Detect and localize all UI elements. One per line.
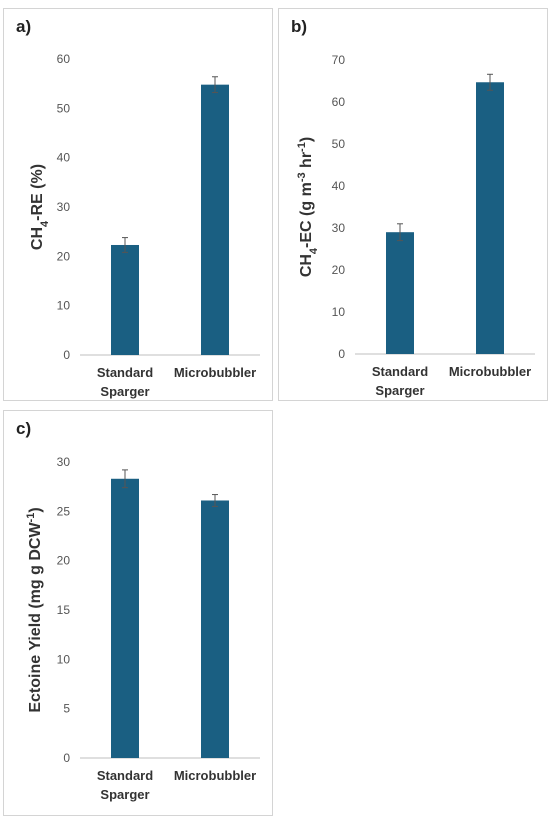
error-bar xyxy=(122,237,128,253)
y-tick-label: 10 xyxy=(57,652,71,666)
x-category-label: Sparger xyxy=(100,787,149,802)
y-axis-label: Ectoine Yield (mg g DCW-1) xyxy=(25,507,44,712)
x-category-label: Standard xyxy=(97,768,153,783)
bar-standard-sparger xyxy=(111,244,139,355)
y-axis-label: CH4-EC (g m-3 hr-1) xyxy=(296,137,320,277)
panel-label-b: b) xyxy=(291,17,308,36)
y-axis-label: CH4-RE (%) xyxy=(29,164,51,250)
y-tick-label: 40 xyxy=(332,179,346,193)
x-category-label: Microbubbler xyxy=(174,768,256,783)
panel-label-a: a) xyxy=(16,17,32,36)
x-category-label: Microbubbler xyxy=(174,365,256,380)
bar-standard-sparger xyxy=(111,478,139,758)
y-tick-label: 10 xyxy=(332,305,346,319)
y-tick-label: 0 xyxy=(63,348,70,362)
chart-panel-a: a) 0 10 20 30 40 50 60 CH4-RE (%) Standard Sparge… xyxy=(3,8,273,401)
chart-b-svg: 0 10 20 30 40 50 60 70 CH4-EC (g m-3 hr-1) Standa… xyxy=(296,53,535,398)
bar-microbubbler xyxy=(201,84,229,356)
error-bar xyxy=(487,73,493,91)
y-tick-label: 30 xyxy=(57,455,71,469)
y-tick-label: 30 xyxy=(332,221,346,235)
y-tick-label: 50 xyxy=(57,101,71,115)
chart-panel-b: b) 0 10 20 30 40 50 60 70 CH4-EC (g m-3 hr-1) Sta… xyxy=(278,8,548,401)
y-tick-label: 5 xyxy=(63,702,70,716)
y-tick-label: 60 xyxy=(332,95,346,109)
bar-microbubbler xyxy=(476,82,504,354)
y-tick-label: 40 xyxy=(57,151,71,165)
chart-panel-c: c) 0 5 10 15 20 25 30 Ectoine Yield (mg g DCW-1… xyxy=(3,410,273,816)
y-tick-label: 60 xyxy=(57,52,71,66)
y-tick-label: 0 xyxy=(63,751,70,765)
chart-a-svg: 0 10 20 30 40 50 60 CH4-RE (%) Standard Sparger Mi… xyxy=(29,52,260,399)
error-bar xyxy=(397,223,403,242)
y-tick-label: 30 xyxy=(57,200,71,214)
bar-standard-sparger xyxy=(386,232,414,354)
error-bar xyxy=(212,76,218,94)
y-tick-label: 20 xyxy=(57,249,71,263)
x-category-label: Sparger xyxy=(375,383,424,398)
x-category-label: Standard xyxy=(372,364,428,379)
panel-label-c: c) xyxy=(16,419,32,438)
y-tick-label: 10 xyxy=(57,299,71,313)
y-tick-label: 15 xyxy=(57,603,71,617)
error-bar xyxy=(212,494,218,507)
x-category-label: Microbubbler xyxy=(449,364,531,379)
y-tick-label: 0 xyxy=(338,347,345,361)
y-tick-label: 25 xyxy=(57,504,71,518)
y-tick-label: 50 xyxy=(332,137,346,151)
chart-c-svg: 0 5 10 15 20 25 30 Ectoine Yield (mg g DCW-1) St… xyxy=(25,455,260,802)
bar-microbubbler xyxy=(201,500,229,758)
error-bar xyxy=(122,469,128,489)
y-tick-label: 20 xyxy=(57,554,71,568)
y-tick-label: 70 xyxy=(332,53,346,67)
y-tick-label: 20 xyxy=(332,263,346,277)
x-category-label: Sparger xyxy=(100,384,149,399)
x-category-label: Standard xyxy=(97,365,153,380)
